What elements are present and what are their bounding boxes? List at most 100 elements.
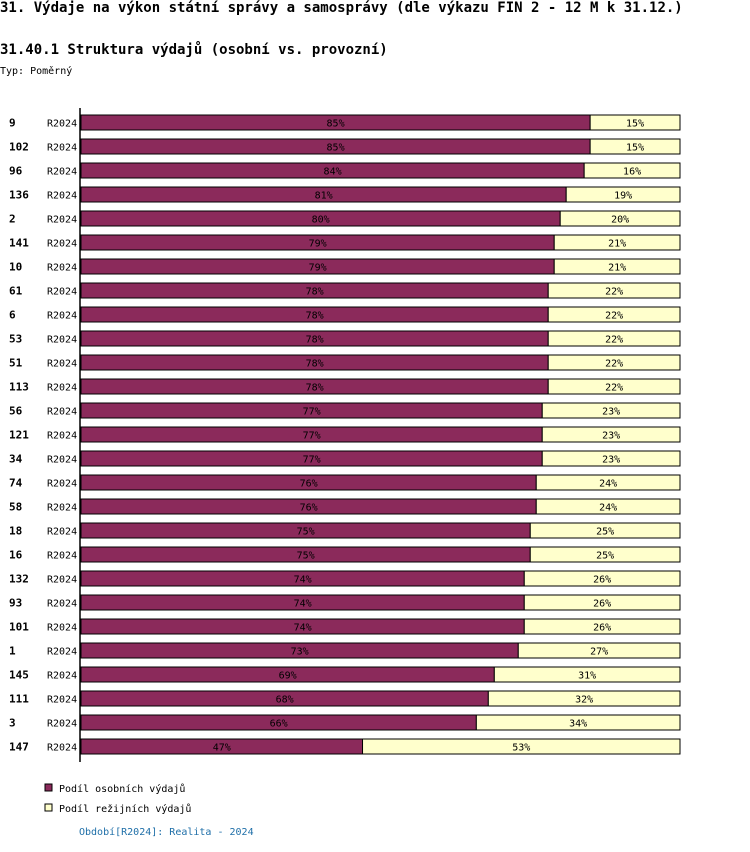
row-period-label: R2024 [47,263,77,274]
category-label: 96 [9,165,23,178]
row-period-label: R2024 [47,623,77,634]
bar-overhead-expenses [547,306,681,323]
data-label-overhead: 53% [512,743,530,754]
category-label: 34 [9,453,23,466]
row-period-label: R2024 [47,407,77,418]
row-period-label: R2024 [47,431,77,442]
category-label: 132 [9,573,29,586]
data-label-overhead: 34% [569,719,587,730]
row-period-label: R2024 [47,455,77,466]
data-label-personal: 79% [309,263,327,274]
data-label-personal: 74% [294,575,312,586]
bar-overhead-expenses [529,522,681,539]
bar-overhead-expenses [541,402,681,419]
row-period-label: R2024 [47,695,77,706]
data-label-personal: 47% [213,743,231,754]
bar-overhead-expenses [541,450,681,467]
row-period-label: R2024 [47,647,77,658]
data-label-overhead: 16% [623,167,641,178]
category-label: 16 [9,549,23,562]
row-period-label: R2024 [47,719,77,730]
bar-overhead-expenses [547,330,681,347]
row-period-label: R2024 [47,239,77,250]
data-label-personal: 76% [300,479,318,490]
bar-overhead-expenses [547,354,681,371]
category-label: 56 [9,405,23,418]
bar-overhead-expenses [475,714,681,731]
row-period-label: R2024 [47,287,77,298]
category-label: 121 [9,429,29,442]
data-label-overhead: 22% [605,359,623,370]
data-label-overhead: 22% [605,335,623,346]
category-label: 147 [9,741,29,754]
data-label-overhead: 32% [575,695,593,706]
bar-overhead-expenses [565,186,681,203]
data-label-personal: 77% [303,431,321,442]
category-label: 74 [9,477,23,490]
data-label-personal: 85% [327,143,345,154]
bar-overhead-expenses [487,690,681,707]
bar-overhead-expenses [553,234,681,251]
data-label-overhead: 21% [608,263,626,274]
bar-overhead-expenses [535,498,681,515]
row-period-label: R2024 [47,383,77,394]
bar-overhead-expenses [589,114,681,131]
category-label: 101 [9,621,29,634]
legend-swatch [44,783,53,792]
bar-overhead-expenses [541,426,681,443]
category-label: 3 [9,717,16,730]
row-period-label: R2024 [47,359,77,370]
row-period-label: R2024 [47,575,77,586]
data-label-personal: 80% [312,215,330,226]
page-title: 31. Výdaje na výkon státní správy a samo… [0,0,683,16]
data-label-overhead: 31% [578,671,596,682]
data-label-overhead: 22% [605,383,623,394]
bar-overhead-expenses [553,258,681,275]
category-label: 136 [9,189,29,202]
bar-overhead-expenses [535,474,681,491]
category-label: 58 [9,501,22,514]
data-label-overhead: 27% [590,647,608,658]
data-label-personal: 84% [324,167,342,178]
row-period-label: R2024 [47,671,77,682]
data-label-overhead: 22% [605,311,623,322]
row-period-label: R2024 [47,119,77,130]
bar-overhead-expenses [529,546,681,563]
data-label-personal: 76% [300,503,318,514]
bar-overhead-expenses [589,138,681,155]
data-label-personal: 78% [306,359,324,370]
data-label-overhead: 20% [611,215,629,226]
data-label-personal: 78% [306,311,324,322]
data-label-personal: 81% [315,191,333,202]
category-label: 1 [9,645,16,658]
data-label-personal: 74% [294,623,312,634]
data-label-overhead: 26% [593,575,611,586]
data-label-overhead: 23% [602,431,620,442]
row-period-label: R2024 [47,551,77,562]
category-label: 111 [9,693,29,706]
data-label-personal: 68% [276,695,294,706]
data-label-overhead: 24% [599,503,617,514]
bar-overhead-expenses [362,738,681,755]
bar-overhead-expenses [493,666,681,683]
category-label: 2 [9,213,16,226]
row-period-label: R2024 [47,503,77,514]
category-label: 53 [9,333,22,346]
category-label: 9 [9,117,16,130]
row-period-label: R2024 [47,743,77,754]
chart-type-label: Typ: Poměrný [0,66,73,77]
data-label-overhead: 25% [596,527,614,538]
data-label-personal: 73% [291,647,309,658]
data-label-personal: 79% [309,239,327,250]
data-label-overhead: 24% [599,479,617,490]
data-label-personal: 69% [279,671,297,682]
category-label: 61 [9,285,23,298]
data-label-personal: 77% [303,407,321,418]
row-period-label: R2024 [47,527,77,538]
legend-label: Podíl osobních výdajů [59,783,185,795]
bar-overhead-expenses [547,378,681,395]
data-label-overhead: 26% [593,599,611,610]
row-period-label: R2024 [47,143,77,154]
data-label-personal: 77% [303,455,321,466]
